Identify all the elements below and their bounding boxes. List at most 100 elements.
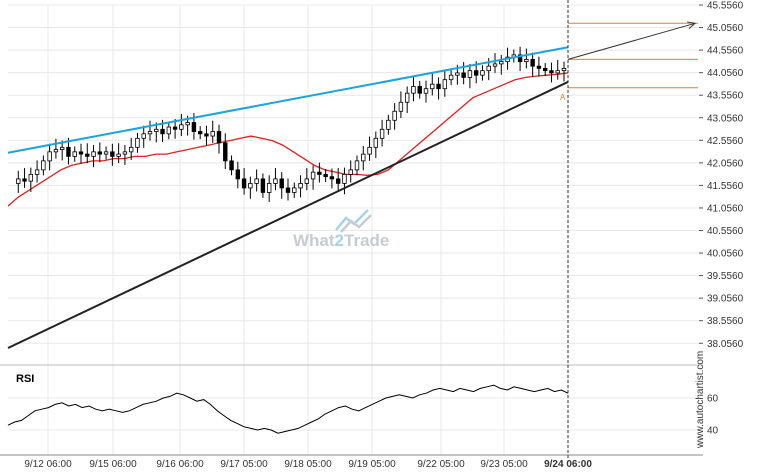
candle-body xyxy=(292,187,297,193)
x-tick-label: 9/24 06:00 xyxy=(544,459,592,470)
candle-body xyxy=(335,178,341,184)
watermark-logo-icon xyxy=(335,209,372,233)
candle-body xyxy=(116,153,121,157)
candle-body xyxy=(59,146,65,150)
candle-body xyxy=(172,126,178,130)
candle-body xyxy=(298,183,303,189)
candle-body xyxy=(260,178,266,193)
y-tick-label: 41.5560 xyxy=(707,181,744,192)
y-tick-label: 45.0560 xyxy=(707,23,744,34)
watermark: What2Trade xyxy=(293,209,389,250)
watermark-text-part2: 2 xyxy=(335,231,344,250)
candle-body xyxy=(517,54,523,63)
candle-body xyxy=(160,128,165,135)
x-tick-label: 9/12 06:00 xyxy=(24,459,72,470)
y-axis: 45.5560 45.0560 44.5560 44.0560 43.5560 43.05… xyxy=(699,1,744,350)
price-candles xyxy=(16,46,567,202)
candle-body xyxy=(536,65,542,69)
y-tick-label: 42.5560 xyxy=(707,136,744,147)
x-tick-label: 9/18 05:00 xyxy=(284,459,332,470)
candle-body xyxy=(379,128,385,139)
candle-body xyxy=(72,151,77,157)
candle-body xyxy=(530,58,535,67)
watermark-text-part3: Trade xyxy=(344,231,389,250)
candle-body xyxy=(329,176,335,180)
candle-body xyxy=(455,72,460,76)
candle-body xyxy=(361,153,366,162)
candle-body xyxy=(367,146,372,155)
watermark-text-part1: What xyxy=(293,231,335,250)
candle-body xyxy=(179,124,184,130)
x-tick-label: 9/17 05:00 xyxy=(220,459,268,470)
candle-body xyxy=(197,131,203,135)
candle-body xyxy=(392,110,397,121)
candle-body xyxy=(285,187,291,193)
candle-body xyxy=(147,131,153,135)
y-tick-label: 39.5560 xyxy=(707,271,744,282)
resistance-line xyxy=(7,46,569,154)
candle-body xyxy=(241,178,247,189)
grid xyxy=(8,4,699,455)
candle-body xyxy=(273,178,278,184)
candle-body xyxy=(85,153,90,157)
candle-body xyxy=(47,151,52,162)
candle-body xyxy=(467,70,473,78)
candle-body xyxy=(128,146,134,153)
candle-body xyxy=(373,137,379,148)
rsi-line xyxy=(7,384,569,434)
candle-body xyxy=(41,160,46,171)
candle-body xyxy=(34,169,40,175)
candle-body xyxy=(430,83,435,90)
candle-body xyxy=(122,151,128,155)
x-axis: 9/12 06:00 9/15 06:00 9/16 06:00 9/17 05:00… xyxy=(0,454,703,470)
y-tick-label: 43.0560 xyxy=(707,113,744,124)
y-tick-label: 43.5560 xyxy=(707,91,744,102)
candle-body xyxy=(166,126,172,135)
y-tick-label: 39.0560 xyxy=(707,294,744,305)
candle-body xyxy=(310,171,316,180)
candle-body xyxy=(91,151,96,157)
candle-body xyxy=(398,101,404,112)
x-tick-label: 9/22 05:00 xyxy=(417,459,465,470)
x-tick-label: 9/19 05:00 xyxy=(348,459,396,470)
candle-body xyxy=(279,178,284,189)
candle-body xyxy=(135,137,140,148)
candle-body xyxy=(103,151,109,155)
rsi-panel: 60 40 xyxy=(0,364,719,437)
candle-body xyxy=(204,133,209,137)
candle-body xyxy=(28,173,34,182)
candle-body xyxy=(486,65,491,72)
candle-body xyxy=(235,169,241,180)
y-tick-label: 38.0560 xyxy=(707,339,744,350)
y-tick-label: 45.5560 xyxy=(707,1,744,12)
candle-body xyxy=(223,142,228,162)
candle-body xyxy=(404,92,410,103)
candle-body xyxy=(304,178,310,184)
candle-body xyxy=(97,151,103,155)
candle-body xyxy=(542,68,548,72)
y-tick-label: 38.5560 xyxy=(707,316,744,327)
candle-body xyxy=(499,61,504,65)
candle-body xyxy=(354,160,360,171)
forecast-arrowhead-icon xyxy=(687,21,697,30)
candle-body xyxy=(555,70,560,74)
pattern-label: A xyxy=(560,93,566,102)
rsi-tick-label: 40 xyxy=(707,426,719,437)
candle-body xyxy=(448,74,454,81)
candle-body xyxy=(411,86,416,94)
candle-body xyxy=(248,183,253,189)
candle-body xyxy=(480,70,485,76)
candle-body xyxy=(561,68,567,72)
candle-body xyxy=(66,146,71,157)
forecast-arrow xyxy=(567,21,697,60)
candle-body xyxy=(461,72,466,78)
candle-body xyxy=(16,178,21,184)
candle-body xyxy=(323,173,328,178)
candle-body xyxy=(210,131,215,137)
y-tick-label: 40.0560 xyxy=(707,249,744,260)
candle-body xyxy=(254,178,259,184)
candle-body xyxy=(22,178,27,182)
candle-body xyxy=(342,173,347,184)
candle-body xyxy=(423,88,429,94)
